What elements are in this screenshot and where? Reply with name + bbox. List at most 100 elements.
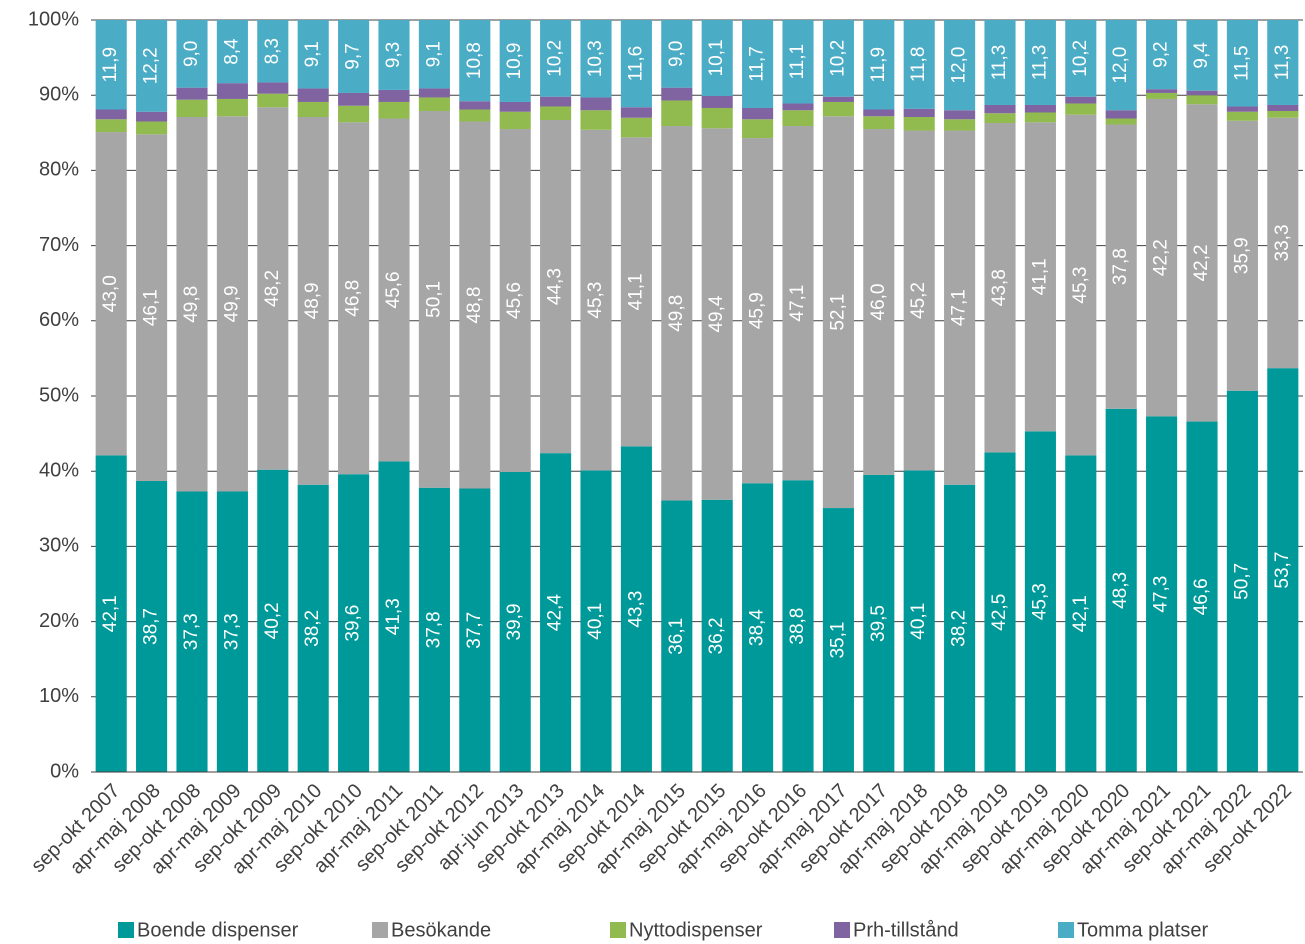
bar-segment	[620, 137, 652, 447]
value-label: 40,1	[585, 603, 606, 640]
bar-segment	[216, 116, 248, 492]
value-label: 45,2	[908, 282, 929, 319]
bar-segment	[1146, 20, 1178, 90]
bar-segment	[459, 121, 491, 489]
value-label: 38,2	[949, 610, 970, 647]
bar-segment	[701, 499, 733, 772]
bar-segment	[620, 446, 652, 772]
value-label: 10,1	[706, 39, 727, 76]
bar-segment	[822, 20, 854, 97]
legend-label: Prh-tillstånd	[853, 919, 959, 941]
value-label: 10,8	[464, 42, 485, 79]
bar-segment	[338, 105, 370, 123]
bar-segment	[580, 97, 612, 111]
bar-segment	[984, 113, 1016, 124]
legend-label: Boende dispenser	[137, 919, 299, 941]
value-label: 8,3	[262, 38, 283, 64]
bar-segment	[782, 480, 814, 772]
value-label: 11,5	[1231, 45, 1252, 81]
value-label: 42,2	[1151, 239, 1172, 276]
value-label: 9,4	[1191, 42, 1212, 69]
bar-segment	[1267, 104, 1299, 111]
bar-segment	[338, 474, 370, 772]
bar-segment	[1226, 106, 1258, 112]
legend-swatch	[372, 922, 388, 938]
bar-segment	[661, 20, 693, 88]
bar-segment	[378, 20, 410, 90]
bar-segment	[782, 126, 814, 481]
bar-segment	[863, 20, 895, 110]
value-label: 41,1	[625, 273, 646, 310]
value-label: 37,7	[464, 612, 485, 649]
bar-segment	[1146, 92, 1178, 99]
bar-segment	[1024, 112, 1056, 123]
value-label: 9,3	[383, 42, 404, 68]
bar-segment	[95, 119, 127, 133]
value-label: 38,2	[302, 610, 323, 647]
bar-segment	[1146, 89, 1178, 93]
bar-segment	[1226, 390, 1258, 772]
value-label: 39,5	[868, 605, 889, 642]
value-label: 37,8	[423, 611, 444, 648]
value-label: 46,0	[868, 284, 889, 321]
bar-segment	[944, 110, 976, 120]
bar-segment	[742, 107, 774, 120]
bar-segment	[1105, 20, 1137, 111]
bar-segment	[95, 455, 127, 772]
bar-segment	[661, 126, 693, 501]
value-label: 47,1	[949, 289, 970, 326]
value-label: 42,2	[1191, 244, 1212, 281]
bar-segment	[742, 20, 774, 108]
value-label: 38,8	[787, 608, 808, 645]
value-label: 38,7	[141, 608, 162, 645]
value-label: 9,7	[343, 43, 364, 69]
bar-segment	[378, 101, 410, 119]
bar-segment	[176, 117, 208, 492]
bar-segment	[1186, 90, 1218, 96]
y-tick-label: 90%	[39, 83, 79, 105]
value-label: 11,3	[1272, 45, 1293, 81]
bar-segment	[944, 119, 976, 131]
bar-segment	[1186, 104, 1218, 422]
value-label: 45,6	[383, 271, 404, 308]
value-label: 36,1	[666, 618, 687, 655]
bar-segment	[297, 484, 329, 772]
bar-segment	[1186, 95, 1218, 105]
bar-segment	[378, 89, 410, 102]
bar-segment	[216, 20, 248, 84]
value-label: 48,9	[302, 282, 323, 319]
bar-segment	[257, 20, 289, 83]
value-label: 35,1	[827, 622, 848, 659]
bar-segment	[378, 461, 410, 772]
bar-segment	[903, 117, 935, 131]
value-label: 46,8	[343, 280, 364, 317]
bar-segment	[216, 83, 248, 99]
value-label: 40,2	[262, 602, 283, 639]
value-label: 8,4	[221, 38, 242, 65]
bar-segment	[499, 20, 531, 102]
value-label: 37,8	[1110, 248, 1131, 285]
bar-segment	[822, 508, 854, 772]
y-tick-label: 60%	[39, 309, 79, 331]
bar-segment	[176, 20, 208, 88]
bar-segment	[701, 128, 733, 500]
value-label: 42,5	[989, 594, 1010, 631]
value-label: 53,7	[1272, 552, 1293, 589]
value-label: 48,8	[464, 287, 485, 324]
bar-segment	[984, 452, 1016, 772]
value-label: 41,1	[1029, 258, 1050, 295]
bar-segment	[580, 129, 612, 471]
value-label: 46,6	[1191, 578, 1212, 615]
y-tick-label: 10%	[39, 685, 79, 707]
value-label: 50,1	[423, 281, 444, 318]
bar-segment	[216, 491, 248, 772]
bar-segment	[1226, 111, 1258, 121]
bar-segment	[418, 20, 450, 89]
bar-segment	[1065, 96, 1097, 104]
bar-segment	[257, 469, 289, 772]
bar-segment	[1186, 421, 1218, 772]
value-label: 45,9	[747, 292, 768, 329]
bar-segment	[903, 108, 935, 118]
bar-segment	[661, 87, 693, 101]
bar-segment	[742, 483, 774, 772]
